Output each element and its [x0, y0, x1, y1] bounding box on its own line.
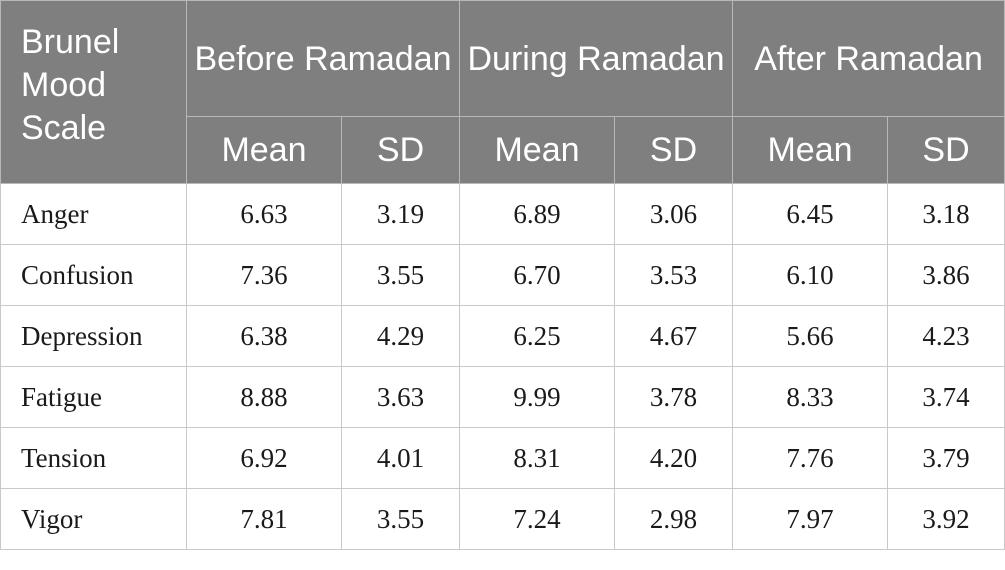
- cell-value: 3.79: [887, 427, 1005, 489]
- table-row: Tension 6.92 4.01 8.31 4.20 7.76 3.79: [0, 427, 1005, 489]
- cell-value: 9.99: [459, 366, 616, 428]
- cell-value: 7.24: [459, 488, 616, 550]
- subheader-sd: SD: [340, 116, 461, 184]
- table-body: Anger 6.63 3.19 6.89 3.06 6.45 3.18 Conf…: [0, 183, 1005, 550]
- cell-value: 4.20: [614, 427, 734, 489]
- cell-value: 3.55: [340, 488, 461, 550]
- table-row: Depression 6.38 4.29 6.25 4.67 5.66 4.23: [0, 305, 1005, 367]
- cell-value: 3.92: [887, 488, 1005, 550]
- cell-value: 7.36: [186, 244, 342, 306]
- cell-value: 2.98: [614, 488, 734, 550]
- row-label: Fatigue: [0, 366, 187, 428]
- cell-value: 8.33: [732, 366, 889, 428]
- cell-value: 3.19: [340, 183, 461, 245]
- cell-value: 3.63: [340, 366, 461, 428]
- cell-value: 3.78: [614, 366, 734, 428]
- cell-value: 8.88: [186, 366, 342, 428]
- cell-value: 6.63: [186, 183, 342, 245]
- cell-value: 3.86: [887, 244, 1005, 306]
- subheader-sd: SD: [887, 116, 1005, 184]
- row-label: Confusion: [0, 244, 187, 306]
- cell-value: 6.45: [732, 183, 889, 245]
- cell-value: 7.76: [732, 427, 889, 489]
- subheader-mean: Mean: [186, 116, 342, 184]
- cell-value: 4.67: [614, 305, 734, 367]
- subheader-mean: Mean: [732, 116, 889, 184]
- table-row: Anger 6.63 3.19 6.89 3.06 6.45 3.18: [0, 183, 1005, 245]
- cell-value: 6.10: [732, 244, 889, 306]
- row-label: Vigor: [0, 488, 187, 550]
- cell-value: 6.25: [459, 305, 616, 367]
- subheader-sd: SD: [614, 116, 734, 184]
- mood-scale-table: Brunel Mood Scale Before Ramadan During …: [0, 0, 1005, 550]
- group-header-after: After Ramadan: [732, 0, 1005, 117]
- cell-value: 7.81: [186, 488, 342, 550]
- cell-value: 7.97: [732, 488, 889, 550]
- subheader-mean: Mean: [459, 116, 616, 184]
- cell-value: 6.92: [186, 427, 342, 489]
- table-row: Fatigue 8.88 3.63 9.99 3.78 8.33 3.74: [0, 366, 1005, 428]
- row-label: Anger: [0, 183, 187, 245]
- corner-header: Brunel Mood Scale: [0, 0, 187, 184]
- cell-value: 6.89: [459, 183, 616, 245]
- table-row: Vigor 7.81 3.55 7.24 2.98 7.97 3.92: [0, 488, 1005, 550]
- cell-value: 6.38: [186, 305, 342, 367]
- cell-value: 3.74: [887, 366, 1005, 428]
- cell-value: 6.70: [459, 244, 616, 306]
- cell-value: 3.06: [614, 183, 734, 245]
- row-label: Depression: [0, 305, 187, 367]
- cell-value: 4.01: [340, 427, 461, 489]
- header-row-stats: Mean SD Mean SD Mean SD: [1, 116, 1005, 184]
- table-header: Brunel Mood Scale Before Ramadan During …: [0, 0, 1005, 184]
- group-header-during: During Ramadan: [459, 0, 734, 117]
- cell-value: 8.31: [459, 427, 616, 489]
- row-label: Tension: [0, 427, 187, 489]
- cell-value: 3.55: [340, 244, 461, 306]
- cell-value: 4.29: [340, 305, 461, 367]
- group-header-before: Before Ramadan: [185, 0, 461, 117]
- cell-value: 4.23: [887, 305, 1005, 367]
- cell-value: 5.66: [732, 305, 889, 367]
- header-row-groups: Brunel Mood Scale Before Ramadan During …: [0, 0, 1005, 184]
- table-row: Confusion 7.36 3.55 6.70 3.53 6.10 3.86: [0, 244, 1005, 306]
- cell-value: 3.18: [887, 183, 1005, 245]
- cell-value: 3.53: [614, 244, 734, 306]
